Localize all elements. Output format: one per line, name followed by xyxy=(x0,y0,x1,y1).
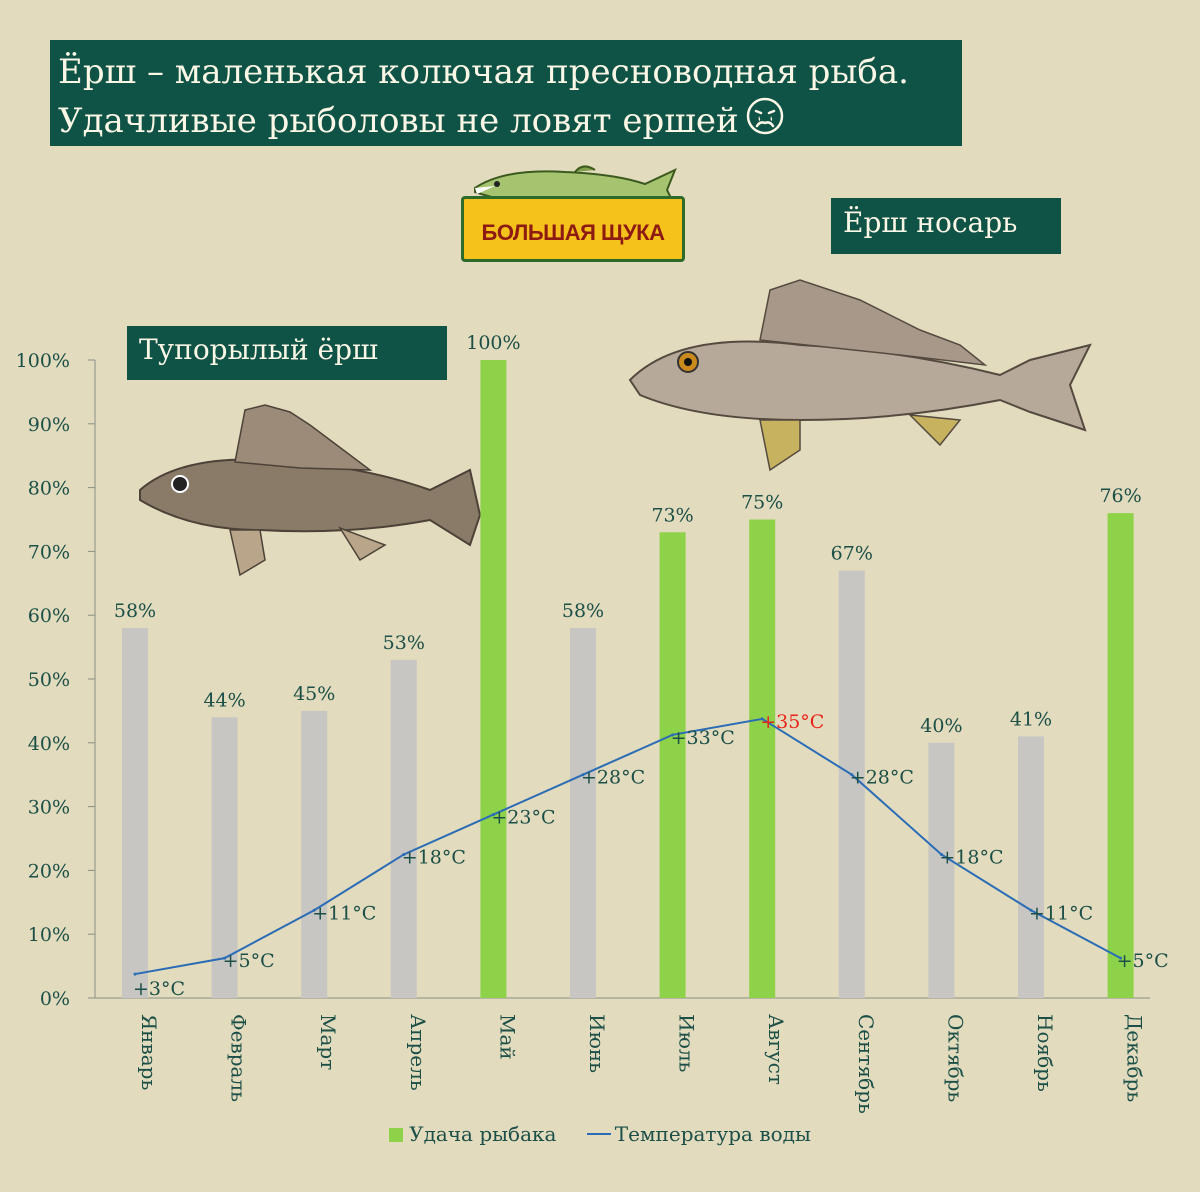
logo: БОЛЬШАЯ ЩУКА xyxy=(455,162,695,272)
temperature-point xyxy=(223,956,227,960)
temperature-point xyxy=(312,908,316,912)
legend-swatch-green xyxy=(389,1128,404,1142)
temperature-point xyxy=(402,852,406,856)
temperature-point xyxy=(850,773,854,777)
title-line-2-text: Удачливые рыболовы не ловят ершей xyxy=(58,101,739,141)
temperature-data-label: +35°C xyxy=(760,711,824,733)
page-title: Ёрш – маленькая колючая пресноводная рыб… xyxy=(50,40,962,146)
x-tick-label: Январь xyxy=(137,1014,161,1090)
x-tick-label: Декабрь xyxy=(1123,1014,1147,1102)
x-tick-label: Апрель xyxy=(406,1014,430,1091)
bar-data-label: 41% xyxy=(1010,708,1052,730)
legend-label-luck: Удача рыбака xyxy=(409,1122,557,1146)
fish-illustration-right xyxy=(628,279,1092,472)
bar xyxy=(659,532,686,998)
x-tick-label: Февраль xyxy=(227,1014,251,1102)
title-line-1: Ёрш – маленькая колючая пресноводная рыб… xyxy=(58,52,909,92)
y-tick-label: 40% xyxy=(28,733,70,755)
bar xyxy=(838,570,865,998)
temperature-line: +3°C +5°C +11°C +18°C +23°C +28°C +33°C +35°C +2… xyxy=(133,711,1169,1000)
temperature-data-label: +11°C xyxy=(312,902,376,924)
bar xyxy=(480,360,507,998)
bar-data-label: 53% xyxy=(383,632,425,654)
legend-item-temperature: Температура воды xyxy=(586,1122,811,1146)
temperature-data-label: +5°C xyxy=(1117,950,1169,972)
x-tick-label: Март xyxy=(316,1014,340,1070)
temperature-data-label: +5°C xyxy=(223,950,275,972)
temperature-data-label: +28°C xyxy=(850,767,914,789)
bar-data-label: 76% xyxy=(1099,485,1141,507)
label-ruffe-nosar: Ёрш носарь xyxy=(831,198,1061,254)
bar-data-label: 45% xyxy=(293,683,335,705)
legend-item-luck: Удача рыбака xyxy=(389,1122,556,1146)
temperature-point xyxy=(760,717,764,721)
bar-data-label: 40% xyxy=(920,715,962,737)
bar-data-label: 44% xyxy=(203,689,245,711)
y-tick-label: 50% xyxy=(28,669,70,691)
y-tick-label: 60% xyxy=(28,605,70,627)
bar xyxy=(749,519,776,998)
bars: 58% 44% 45% 53% 100% 58% 73% 75% 67% 40% 41% 76% xyxy=(114,332,1142,998)
temperature-data-label: +18°C xyxy=(939,846,1003,868)
temperature-point xyxy=(1119,956,1123,960)
legend-swatch-line xyxy=(586,1133,611,1135)
bar xyxy=(301,710,328,998)
legend: Удача рыбака Температура воды xyxy=(0,1122,1200,1146)
label-ruffe-tuporyly: Тупорылый ёрш xyxy=(127,326,447,380)
title-line-2: Удачливые рыболовы не ловят ершей xyxy=(58,96,962,145)
bar-data-label: 58% xyxy=(562,600,604,622)
x-axis: Январь Февраль Март Апрель Май Июнь Июль Август… xyxy=(137,1014,1147,1114)
temperature-data-label: +3°C xyxy=(133,978,185,1000)
bar xyxy=(211,717,238,998)
temperature-point xyxy=(939,852,943,856)
bar xyxy=(390,659,417,998)
y-axis: 0% 10% 20% 30% 40% 50% 60% 70% 80% 90% 100% xyxy=(16,350,1150,1010)
temperature-data-label: +18°C xyxy=(402,846,466,868)
temperature-point xyxy=(581,773,585,777)
x-tick-label: Сентябрь xyxy=(854,1014,878,1114)
y-tick-label: 30% xyxy=(28,797,70,819)
bar xyxy=(122,627,148,998)
logo-board xyxy=(461,196,685,262)
y-tick-label: 90% xyxy=(28,414,70,436)
bar xyxy=(928,742,955,998)
y-tick-label: 100% xyxy=(16,350,70,372)
temperature-data-label: +33°C xyxy=(671,727,735,749)
y-tick-label: 70% xyxy=(28,541,70,563)
legend-label-temperature: Температура воды xyxy=(614,1122,811,1146)
x-tick-label: Май xyxy=(495,1014,519,1060)
x-tick-label: Ноябрь xyxy=(1033,1014,1057,1092)
fish-illustration-left xyxy=(139,404,482,577)
x-tick-label: Октябрь xyxy=(943,1014,967,1102)
bar xyxy=(1018,736,1044,998)
bar-data-label: 67% xyxy=(831,543,873,565)
bar xyxy=(1107,513,1134,998)
bar-data-label: 100% xyxy=(466,332,520,354)
sad-face-icon xyxy=(746,97,783,135)
bar xyxy=(570,627,596,998)
y-tick-label: 0% xyxy=(40,988,70,1010)
temperature-data-label: +23°C xyxy=(491,807,555,829)
logo-text: БОЛЬШАЯ ЩУКА xyxy=(481,220,665,245)
y-tick-label: 80% xyxy=(28,478,70,500)
temperature-data-label: +28°C xyxy=(581,767,645,789)
temperature-point xyxy=(671,733,675,737)
temperature-point xyxy=(1029,908,1033,912)
bar-data-label: 73% xyxy=(651,504,693,526)
y-tick-label: 20% xyxy=(28,860,70,882)
x-tick-label: Июль xyxy=(675,1014,699,1073)
temperature-data-label: +11°C xyxy=(1029,902,1093,924)
temperature-point xyxy=(133,972,137,976)
bar-data-label: 75% xyxy=(741,492,783,514)
x-tick-label: Июнь xyxy=(585,1014,609,1073)
x-tick-label: Август xyxy=(764,1014,788,1085)
bar-data-label: 58% xyxy=(114,600,156,622)
temperature-series-line xyxy=(134,717,1122,976)
temperature-point xyxy=(491,813,495,817)
y-tick-label: 10% xyxy=(28,924,70,946)
